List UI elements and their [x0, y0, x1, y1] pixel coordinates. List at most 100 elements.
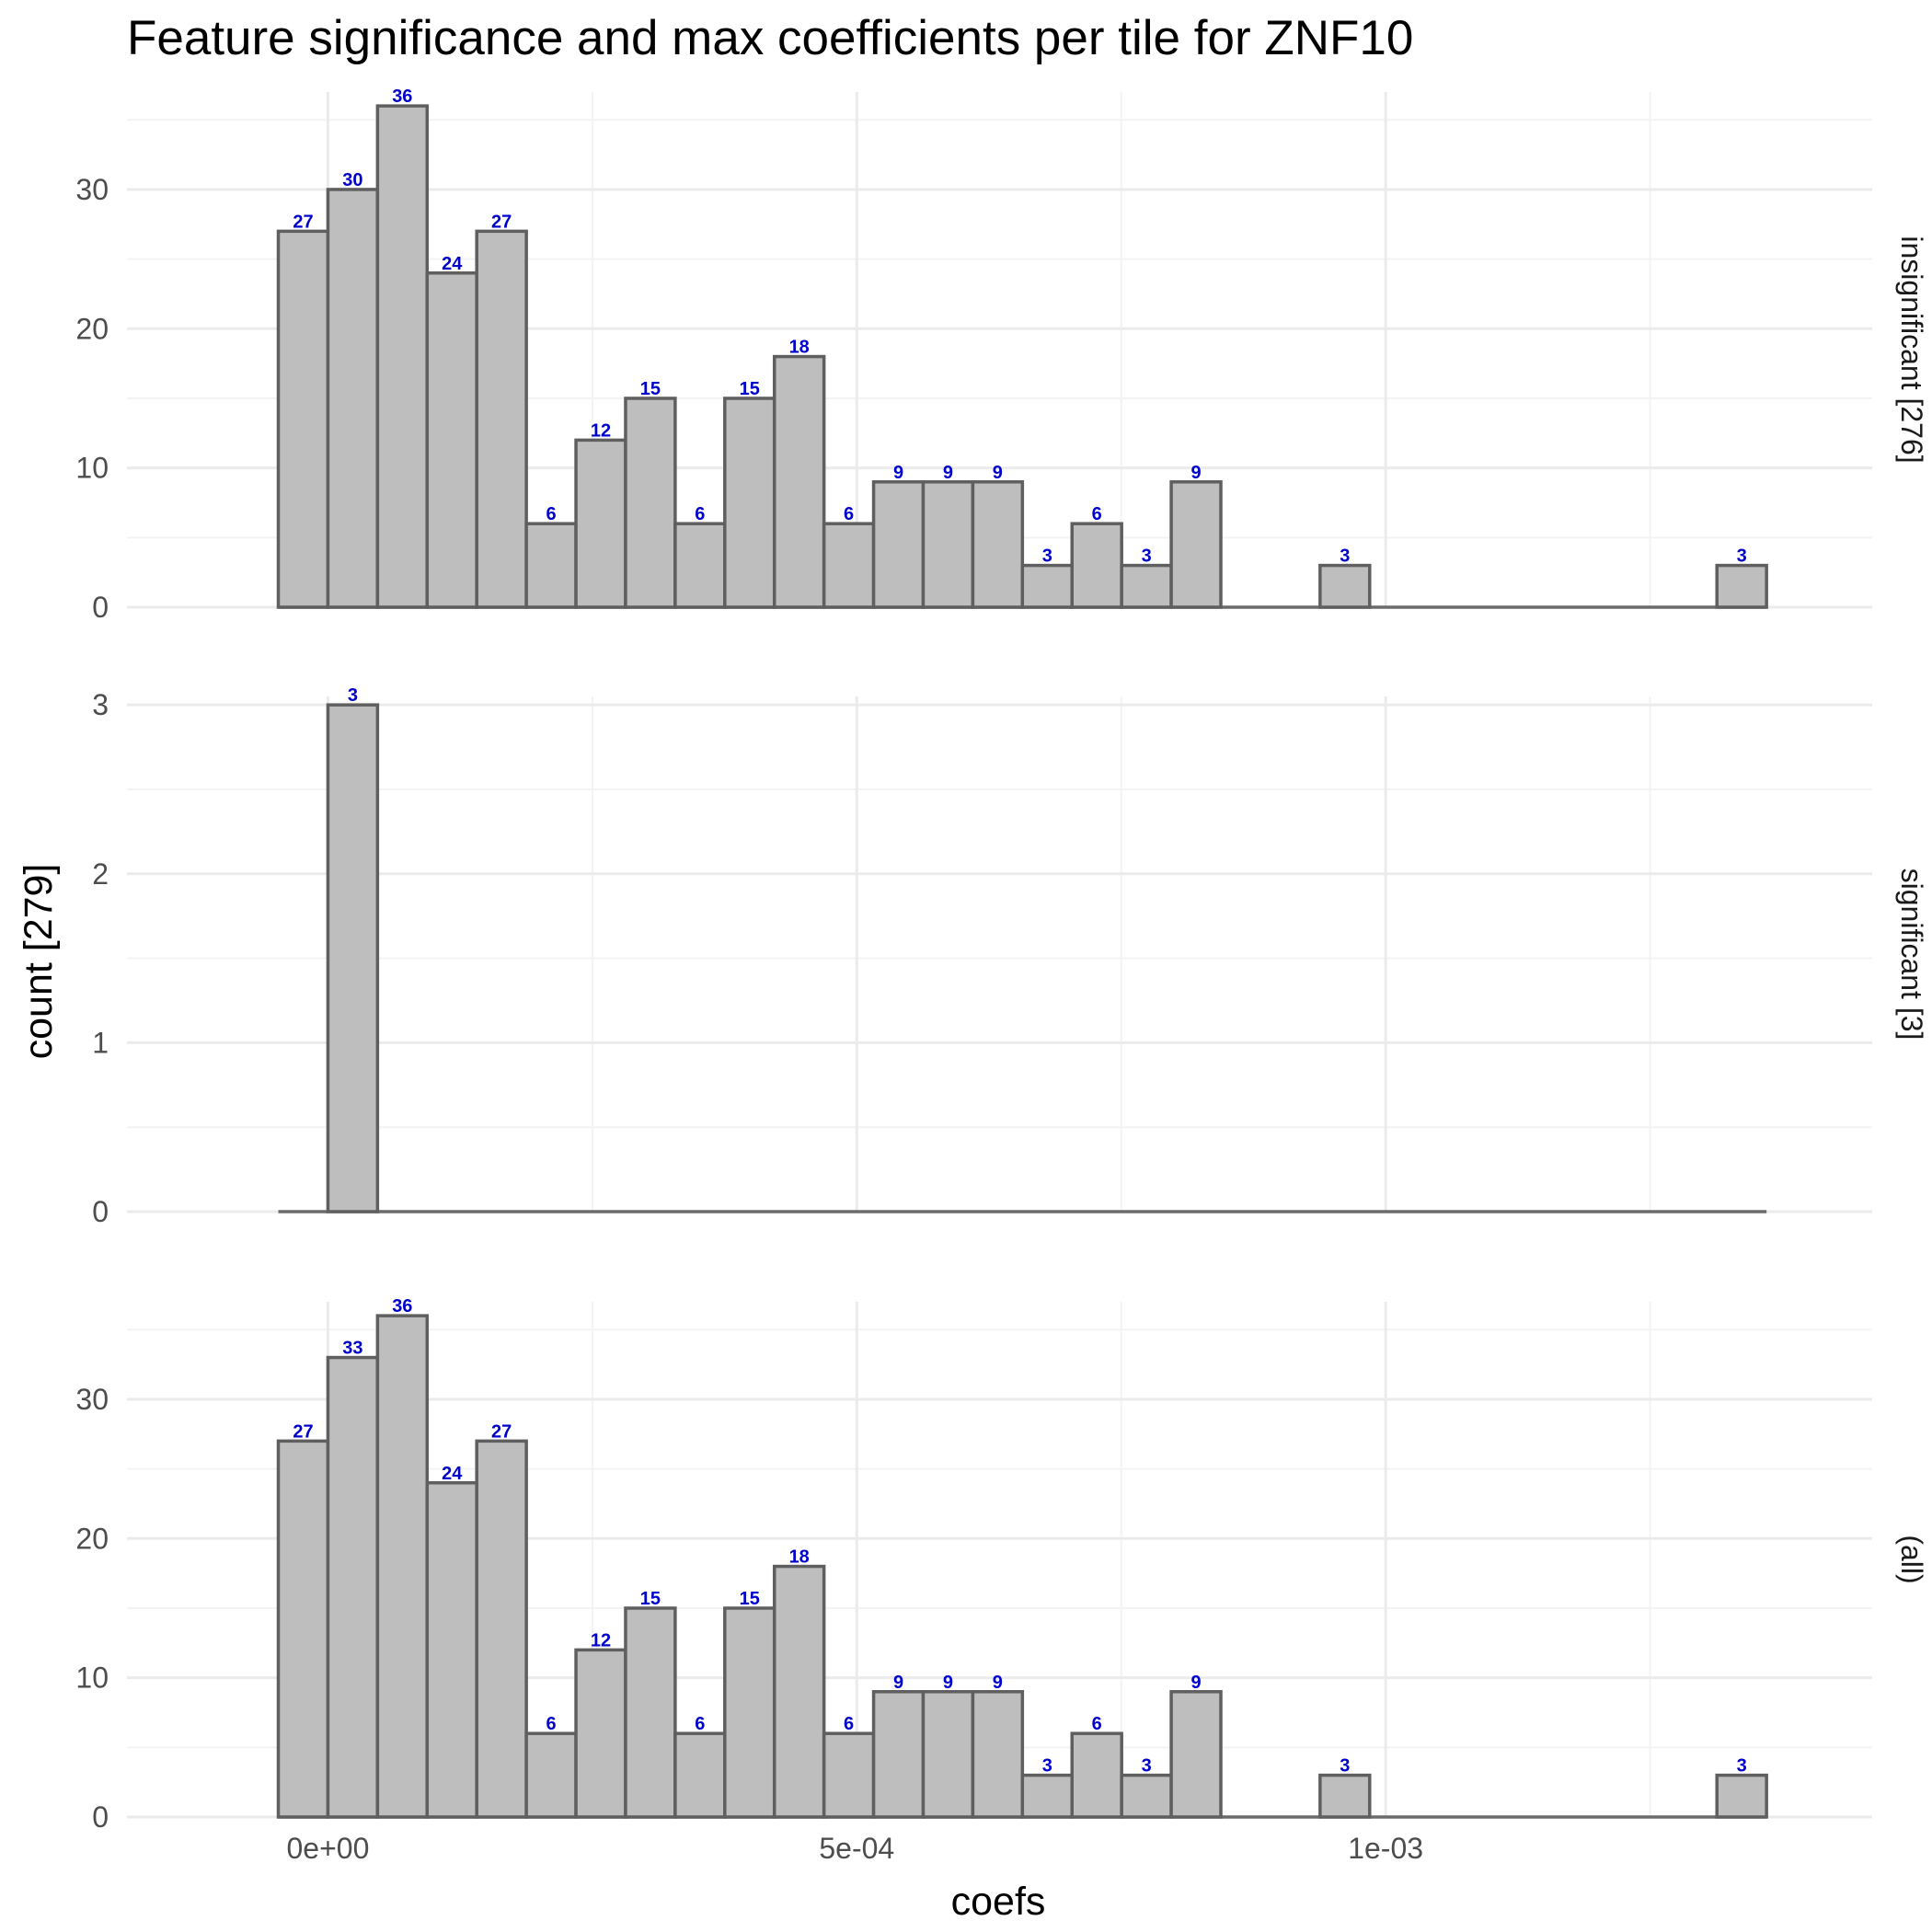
- x-tick-label: 1e-03: [1348, 1832, 1423, 1865]
- bar-value-label: 9: [893, 1673, 903, 1693]
- histogram-bar: [772, 1564, 826, 1819]
- bar-value-label: 9: [993, 1673, 1003, 1693]
- histogram-bar: [1070, 1731, 1123, 1819]
- histogram-bar: [624, 397, 677, 609]
- y-axis-title: count [279]: [17, 864, 61, 1060]
- histogram-bar: [822, 522, 876, 609]
- histogram-bar: [375, 1314, 430, 1819]
- y-tick-label: 0: [92, 1800, 109, 1834]
- bar-value-label: 27: [293, 1421, 313, 1442]
- bar-value-label: 6: [546, 504, 557, 524]
- y-tick-label: 10: [75, 452, 109, 485]
- x-tick-label: 0e+00: [287, 1832, 370, 1865]
- histogram-bar: [1120, 1773, 1173, 1819]
- y-tick-label: 0: [92, 1195, 109, 1228]
- histogram-bar: [871, 480, 926, 609]
- histogram-bar: [1020, 1773, 1075, 1819]
- bar-value-label: 6: [844, 1714, 854, 1734]
- histogram-bar: [276, 1439, 330, 1819]
- bar-value-label: 27: [491, 212, 512, 232]
- y-tick-label: 0: [92, 591, 109, 624]
- facet-strip-label: (all): [1895, 1535, 1928, 1583]
- bar-value-label: 24: [442, 1464, 463, 1484]
- bar-value-label: 3: [1340, 546, 1350, 567]
- bar-value-label: 36: [392, 86, 412, 107]
- histogram-bar: [921, 480, 975, 609]
- bar-value-label: 12: [591, 1630, 611, 1650]
- x-tick-label: 5e-04: [819, 1832, 894, 1865]
- facet-panel: 0 1 2 3 3 significant [3]: [92, 685, 1928, 1228]
- bar-value-label: 3: [1737, 546, 1747, 567]
- histogram-bar: [524, 522, 578, 609]
- y-tick-label: 30: [75, 173, 109, 206]
- bar-value-label: 9: [943, 463, 953, 483]
- bar-value-label: 33: [342, 1339, 362, 1359]
- histogram-bar: [326, 188, 380, 609]
- bar-value-label: 12: [591, 420, 611, 441]
- bar-value-label: 3: [1042, 1756, 1052, 1777]
- histogram-bar: [425, 271, 478, 609]
- bar-value-label: 6: [1092, 1714, 1102, 1734]
- y-tick-label: 1: [92, 1026, 109, 1059]
- bar-value-label: 3: [1142, 546, 1152, 567]
- y-tick-label: 30: [75, 1383, 109, 1416]
- histogram-bar: [723, 397, 776, 609]
- histogram-bar: [425, 1481, 478, 1819]
- bar-value-label: 6: [844, 504, 854, 524]
- histogram-bar: [673, 1731, 727, 1819]
- histogram-bar: [475, 1439, 528, 1819]
- facet-strip-label: significant [3]: [1895, 868, 1928, 1041]
- bar-value-label: 30: [342, 170, 362, 190]
- histogram-bar: [1169, 1690, 1223, 1819]
- y-tick-label: 20: [75, 312, 109, 345]
- bar-value-label: 15: [740, 1589, 760, 1609]
- bar-value-label: 15: [640, 1589, 661, 1609]
- histogram-bar: [1715, 563, 1768, 609]
- bar-value-label: 18: [789, 338, 810, 358]
- histogram-bar: [276, 229, 330, 609]
- bar-value-label: 3: [1737, 1756, 1747, 1777]
- bar-value-label: 6: [546, 1714, 557, 1734]
- bar-value-label: 9: [943, 1673, 953, 1693]
- facet-strip-label: insignificant [276]: [1895, 236, 1928, 463]
- histogram-bar: [871, 1690, 926, 1819]
- bar-value-label: 36: [392, 1296, 412, 1317]
- histogram-bar: [1715, 1773, 1768, 1819]
- histogram-bar: [574, 438, 627, 609]
- histogram-bar: [1070, 522, 1123, 609]
- histogram-bar: [822, 1731, 876, 1819]
- y-tick-label: 2: [92, 857, 109, 891]
- bar-value-label: 18: [789, 1547, 810, 1568]
- histogram-bar: [326, 1355, 380, 1819]
- histogram-bar: [326, 703, 380, 1213]
- bar-value-label: 3: [1142, 1756, 1152, 1777]
- bar-value-label: 9: [993, 463, 1003, 483]
- histogram-bar: [524, 1731, 578, 1819]
- histogram-bar: [971, 1690, 1025, 1819]
- histogram-bar: [475, 229, 528, 609]
- histogram-bar: [375, 104, 430, 609]
- bar-value-label: 3: [348, 685, 358, 706]
- histogram-bar: [971, 480, 1025, 609]
- histogram-bar: [1169, 480, 1223, 609]
- bar-value-label: 3: [1042, 546, 1052, 567]
- histogram-bar: [574, 1648, 627, 1819]
- bar-value-label: 9: [893, 463, 903, 483]
- x-axis-title: coefs: [951, 1880, 1046, 1924]
- x-axis-ticks: 0e+00 5e-04 1e-03: [287, 1832, 1424, 1865]
- histogram-bar: [1318, 563, 1372, 609]
- bar-value-label: 9: [1190, 463, 1201, 483]
- histogram-bar: [1318, 1773, 1372, 1819]
- histogram-bar: [772, 354, 826, 609]
- bar-value-label: 9: [1190, 1673, 1201, 1693]
- bar-value-label: 6: [695, 504, 705, 524]
- histogram-bar: [1120, 563, 1173, 609]
- bar-value-label: 27: [293, 212, 313, 232]
- histogram-bar: [723, 1606, 776, 1819]
- y-tick-label: 10: [75, 1662, 109, 1695]
- bar-value-label: 6: [695, 1714, 705, 1734]
